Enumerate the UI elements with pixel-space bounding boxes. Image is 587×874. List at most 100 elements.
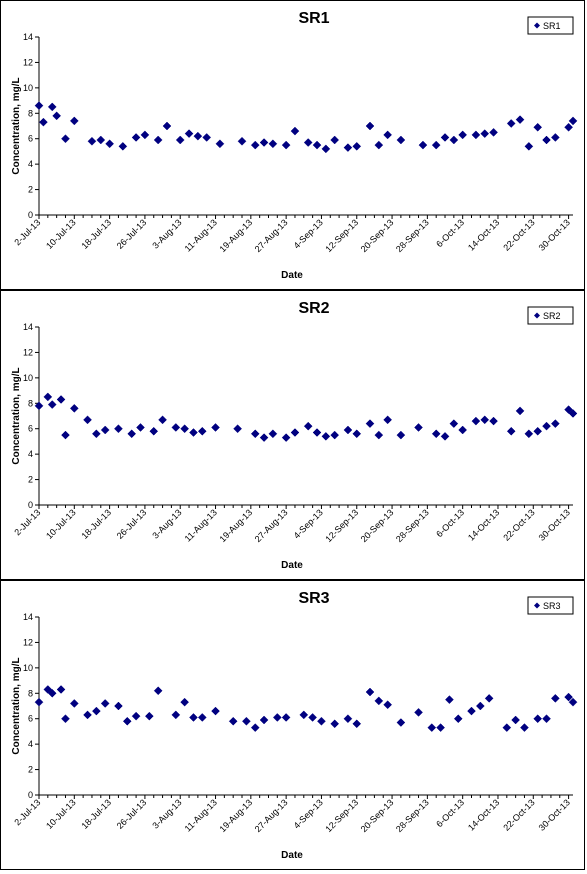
data-point bbox=[480, 129, 490, 138]
y-axis-title: Concentration, mg/L bbox=[11, 367, 22, 464]
data-point bbox=[105, 139, 114, 149]
x-tick-label: 30-Oct-13 bbox=[537, 217, 572, 252]
data-point bbox=[520, 723, 529, 732]
data-point bbox=[414, 708, 423, 717]
data-point bbox=[484, 694, 494, 703]
x-tick-label: 4-Sep-13 bbox=[292, 507, 325, 540]
x-tick-label: 3-Aug-13 bbox=[150, 797, 183, 830]
data-point bbox=[281, 140, 291, 150]
x-tick-label: 2-Jul-13 bbox=[12, 797, 42, 827]
data-point bbox=[259, 433, 269, 442]
data-point bbox=[211, 706, 220, 716]
data-point bbox=[568, 697, 578, 707]
y-tick-label: 10 bbox=[23, 663, 33, 673]
data-point bbox=[268, 429, 278, 439]
x-tick-label: 20-Sep-13 bbox=[359, 507, 396, 544]
data-point bbox=[56, 395, 66, 404]
data-point bbox=[118, 141, 128, 151]
data-point bbox=[290, 428, 300, 437]
chart-panel-sr2: SR2 0 2 4 6 8 10 12 14 2-Jul-13 10-Jul-13 18-Jul-13… bbox=[0, 290, 585, 580]
data-point bbox=[396, 430, 406, 440]
x-tick-label: 28-Sep-13 bbox=[394, 507, 431, 544]
x-tick-label: 26-Jul-13 bbox=[115, 217, 149, 251]
data-point bbox=[268, 139, 278, 149]
data-point bbox=[43, 392, 53, 402]
x-tick-label: 2-Jul-13 bbox=[12, 217, 42, 247]
data-point bbox=[175, 135, 185, 145]
data-point bbox=[418, 140, 428, 150]
x-tick-label: 14-Oct-13 bbox=[466, 797, 501, 832]
data-point bbox=[330, 430, 340, 440]
chart-panel-sr1: SR1 0 2 4 6 8 10 12 14 2-Jul-13 10-Jul-13 18-Jul-13… bbox=[0, 0, 585, 290]
data-point bbox=[511, 715, 520, 725]
data-point bbox=[330, 719, 340, 729]
data-point bbox=[312, 428, 322, 437]
data-point bbox=[153, 686, 163, 696]
data-point bbox=[445, 695, 454, 704]
y-tick-label: 8 bbox=[28, 688, 33, 698]
data-point bbox=[524, 141, 534, 151]
data-point bbox=[259, 138, 269, 147]
data-point bbox=[92, 429, 101, 439]
y-tick-label: 6 bbox=[28, 134, 33, 144]
data-point bbox=[471, 416, 481, 426]
data-point bbox=[414, 423, 423, 432]
data-point bbox=[533, 714, 543, 724]
data-point bbox=[542, 714, 551, 724]
data-point bbox=[564, 692, 573, 702]
data-point bbox=[259, 715, 269, 725]
data-point bbox=[114, 424, 123, 434]
data-point bbox=[122, 716, 132, 726]
data-point bbox=[136, 423, 145, 432]
x-tick-label: 10-Jul-13 bbox=[44, 797, 78, 831]
data-point bbox=[47, 400, 57, 409]
legend-box bbox=[527, 306, 574, 325]
data-point bbox=[489, 128, 498, 137]
data-point bbox=[215, 139, 225, 149]
x-tick-label: 4-Sep-13 bbox=[292, 797, 325, 830]
data-point bbox=[365, 687, 375, 697]
data-point bbox=[396, 135, 406, 145]
x-tick-label: 12-Sep-13 bbox=[323, 507, 360, 544]
chart-panel-sr3: SR3 0 2 4 6 8 10 12 14 2-Jul-13 10-Jul-13 18-Jul-13… bbox=[0, 580, 585, 870]
data-point bbox=[92, 706, 101, 716]
data-point bbox=[449, 135, 459, 145]
y-tick-label: 12 bbox=[23, 637, 33, 647]
data-point bbox=[374, 696, 384, 706]
data-point bbox=[114, 701, 123, 711]
legend-box bbox=[527, 16, 574, 35]
data-point bbox=[250, 140, 260, 150]
x-tick-label: 22-Oct-13 bbox=[501, 507, 536, 542]
x-tick-label: 6-Oct-13 bbox=[434, 507, 466, 539]
data-point bbox=[189, 428, 198, 437]
data-point bbox=[321, 144, 331, 154]
data-point bbox=[228, 716, 238, 726]
data-point bbox=[140, 130, 150, 140]
x-tick-label: 28-Sep-13 bbox=[394, 217, 431, 254]
legend-marker bbox=[534, 22, 540, 29]
x-tick-label: 4-Sep-13 bbox=[292, 217, 325, 250]
data-point bbox=[502, 723, 512, 732]
x-tick-label: 2-Jul-13 bbox=[12, 507, 42, 537]
data-point bbox=[69, 116, 79, 126]
y-tick-label: 8 bbox=[28, 398, 33, 408]
data-point bbox=[542, 421, 551, 431]
chart-sr1: SR1 0 2 4 6 8 10 12 14 2-Jul-13 10-Jul-13 18-Jul-13… bbox=[11, 10, 578, 281]
data-point bbox=[158, 415, 167, 425]
data-point bbox=[343, 425, 353, 435]
data-point bbox=[171, 710, 181, 720]
data-point bbox=[374, 430, 384, 440]
data-point bbox=[153, 135, 163, 145]
data-point bbox=[436, 723, 445, 732]
x-tick-label: 27-Aug-13 bbox=[253, 507, 290, 544]
x-tick-label: 19-Aug-13 bbox=[217, 797, 254, 834]
y-tick-label: 0 bbox=[28, 210, 33, 220]
data-point bbox=[303, 421, 313, 431]
data-point bbox=[100, 425, 110, 435]
data-point bbox=[343, 143, 353, 152]
data-point bbox=[330, 135, 340, 145]
y-tick-label: 4 bbox=[28, 159, 33, 169]
data-point bbox=[184, 129, 194, 138]
data-point bbox=[193, 131, 203, 141]
data-point bbox=[506, 426, 516, 436]
